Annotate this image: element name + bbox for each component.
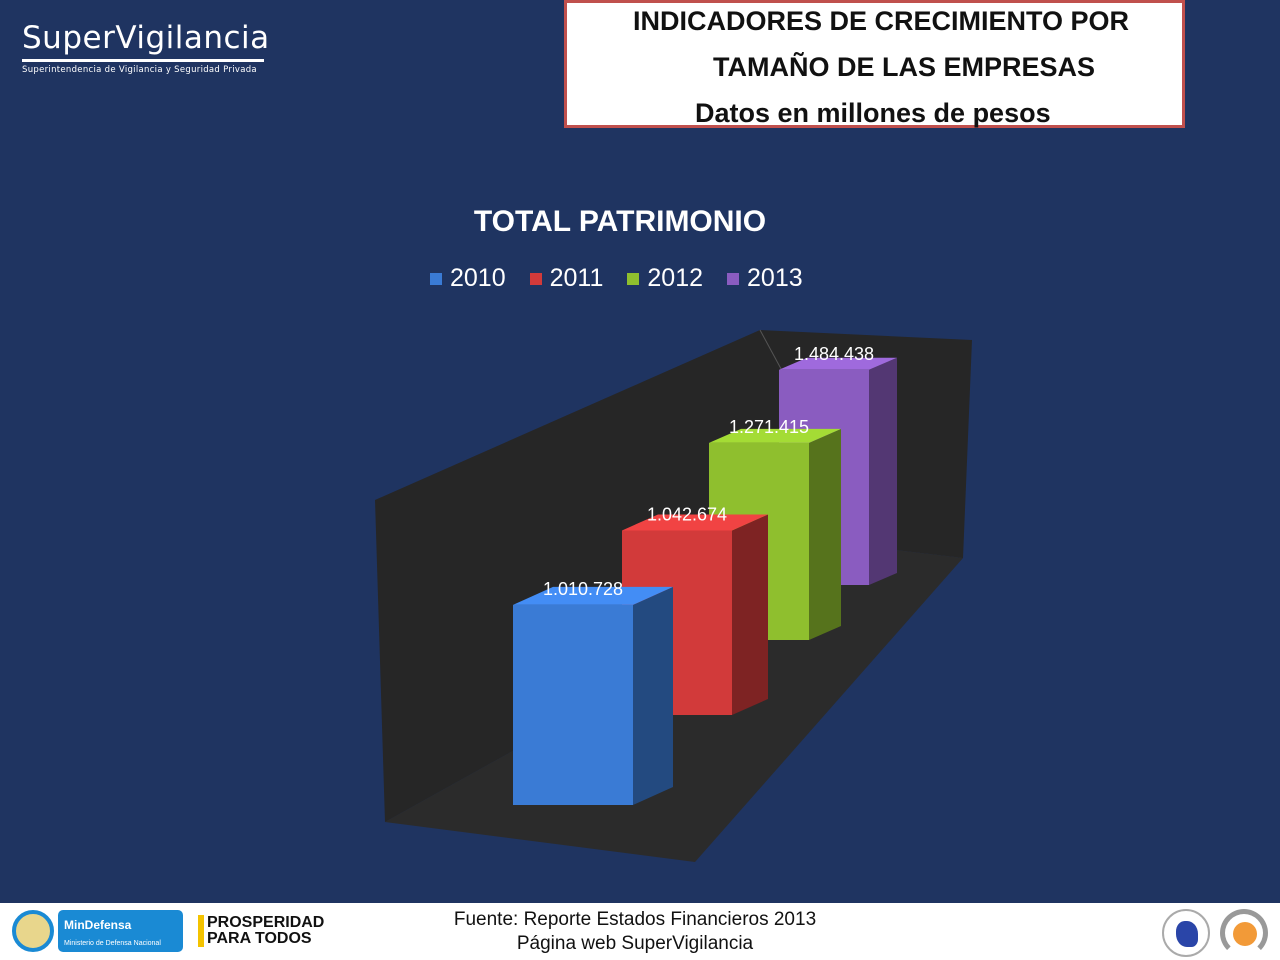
bar-2010: 1.010.728	[513, 579, 673, 805]
chart-plot: 1.484.438 1.271.415 1.042.674 1.010.728	[375, 329, 972, 862]
legend-label: 2011	[549, 264, 604, 292]
legend-swatch	[529, 272, 542, 285]
bar-side	[732, 514, 768, 715]
legend-item-2012: 2012	[627, 264, 703, 293]
legend-label: 2012	[647, 264, 704, 292]
bar-side	[809, 428, 841, 640]
source-line-1: Fuente: Reporte Estados Financieros 2013	[453, 909, 817, 930]
supervigilancia-logo: SuperVigilancia Superintendencia de Vigi…	[22, 20, 269, 75]
legend-label: 2010	[450, 264, 506, 292]
mindefensa-logo: MinDefensa Ministerio de Defensa Nacional	[58, 910, 183, 952]
prosperidad-logo: PROSPERIDAD PARA TODOS	[198, 915, 324, 947]
source-line-2: Página web SuperVigilancia	[516, 933, 754, 954]
bar-side	[633, 586, 673, 805]
legend-item-2011: 2011	[529, 264, 604, 293]
logo-name: SuperVigilancia	[22, 20, 269, 62]
legend-item-2013: 2013	[727, 264, 803, 293]
colombia-coat-of-arms-logo	[12, 910, 54, 952]
legend-swatch	[430, 272, 442, 285]
title-line-1: INDICADORES DE CRECIMIENTO POR	[633, 6, 1130, 36]
legend-swatch	[727, 272, 740, 285]
title-line-3: Datos en millones de pesos	[695, 98, 1051, 128]
title-line-2: TAMAÑO DE LAS EMPRESAS	[713, 52, 1096, 82]
legend-item-2010: 2010	[430, 264, 506, 293]
chart-title: TOTAL PATRIMONIO	[473, 205, 767, 238]
legend: 2010 2011 2012 2013	[430, 264, 803, 293]
footer: MinDefensa Ministerio de Defensa Nacional…	[0, 903, 1280, 960]
data-label: 1.042.674	[647, 504, 727, 524]
data-label: 1.010.728	[543, 579, 623, 599]
bar-top	[513, 586, 673, 605]
legend-swatch	[627, 272, 640, 285]
data-label: 1.271.415	[729, 417, 809, 437]
source-note: Fuente: Reporte Estados Financieros 2013…	[400, 908, 870, 956]
logo-subtitle: Superintendencia de Vigilancia y Segurid…	[22, 65, 257, 75]
title-box: INDICADORES DE CRECIMIENTO POR TAMAÑO DE…	[564, 0, 1185, 128]
bar-top	[622, 514, 768, 531]
legend-label: 2013	[747, 264, 803, 292]
data-label: 1.484.438	[794, 344, 874, 364]
bar-top	[779, 357, 897, 370]
certification-seal-icon	[1162, 909, 1210, 957]
bar-top	[709, 428, 841, 443]
sgs-seal-icon	[1220, 909, 1268, 957]
bar-front	[513, 604, 633, 805]
bar-side	[869, 357, 897, 585]
